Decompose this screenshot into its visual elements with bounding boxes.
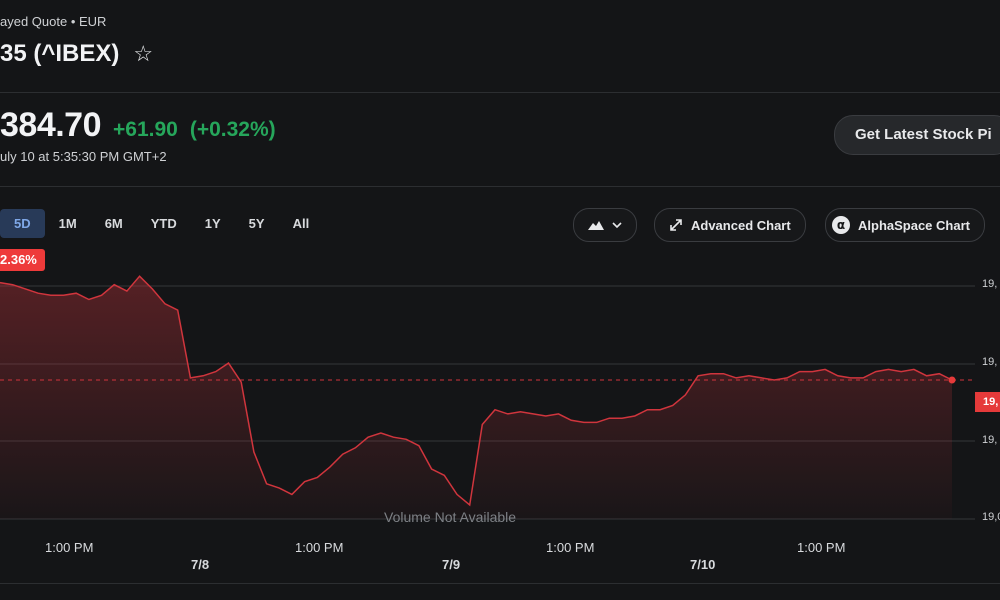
advanced-chart-label: Advanced Chart — [691, 217, 791, 233]
current-price: 384.70 — [0, 106, 102, 144]
page-title: 35 (^IBEX) — [0, 40, 120, 67]
get-latest-stock-picks-button[interactable]: Get Latest Stock Pi — [834, 115, 1000, 155]
quote-timestamp: uly 10 at 5:35:30 PM GMT+2 — [0, 149, 167, 164]
advanced-chart-button[interactable]: Advanced Chart — [654, 208, 806, 242]
volume-not-available-note: Volume Not Available — [384, 509, 517, 525]
divider — [0, 92, 1000, 93]
x-time-label: 1:00 PM — [295, 540, 344, 555]
range-tab-5d[interactable]: 5D — [0, 209, 45, 238]
alphaspace-logo-icon: α — [832, 216, 850, 234]
x-time-label: 1:00 PM — [45, 540, 94, 555]
y-tick-label: 19, — [982, 278, 998, 290]
alphaspace-chart-label: AlphaSpace Chart — [858, 217, 970, 233]
expand-icon — [670, 219, 682, 231]
x-day-label: 7/10 — [690, 557, 716, 572]
y-tick-label: 19, — [982, 434, 998, 446]
x-time-label: 1:00 PM — [797, 540, 846, 555]
range-tab-1m[interactable]: 1M — [58, 216, 77, 231]
chevron-down-icon — [612, 222, 622, 229]
last-price-dot — [948, 376, 956, 384]
y-tick-label: 19, — [982, 356, 998, 368]
x-time-label: 1:00 PM — [546, 540, 595, 555]
chart-type-dropdown[interactable] — [573, 208, 637, 242]
price-area — [0, 276, 952, 519]
range-tab-6m[interactable]: 6M — [104, 216, 123, 231]
svg-text:α: α — [837, 218, 845, 232]
quote-type-label: ayed Quote • EUR — [0, 14, 107, 29]
watchlist-star-icon[interactable]: ☆ — [133, 41, 154, 66]
alphaspace-chart-button[interactable]: α AlphaSpace Chart — [825, 208, 985, 242]
range-tab-ytd[interactable]: YTD — [150, 216, 177, 231]
x-day-label: 7/9 — [442, 557, 461, 572]
price-chart[interactable] — [0, 240, 1000, 600]
range-change-badge: 2.36% — [0, 249, 45, 271]
price-line — [0, 275, 953, 507]
range-tab-5y[interactable]: 5Y — [248, 216, 265, 231]
range-tab-all[interactable]: All — [292, 216, 310, 231]
range-tab-1y[interactable]: 1Y — [204, 216, 221, 231]
range-tabs: 5D 1M 6M YTD 1Y 5Y All — [0, 209, 323, 238]
divider — [0, 583, 1000, 584]
last-price-label: 19, — [975, 392, 1000, 412]
divider — [0, 186, 1000, 187]
mountain-chart-icon — [588, 221, 604, 230]
price-row: 384.70 +61.90 (+0.32%) — [0, 106, 276, 145]
x-day-label: 7/8 — [191, 557, 210, 572]
price-change: +61.90 — [113, 118, 178, 141]
y-tick-label: 19,0 — [982, 511, 1000, 523]
title-row: 35 (^IBEX) ☆ — [0, 40, 153, 68]
price-change-percent: (+0.32%) — [189, 118, 276, 141]
